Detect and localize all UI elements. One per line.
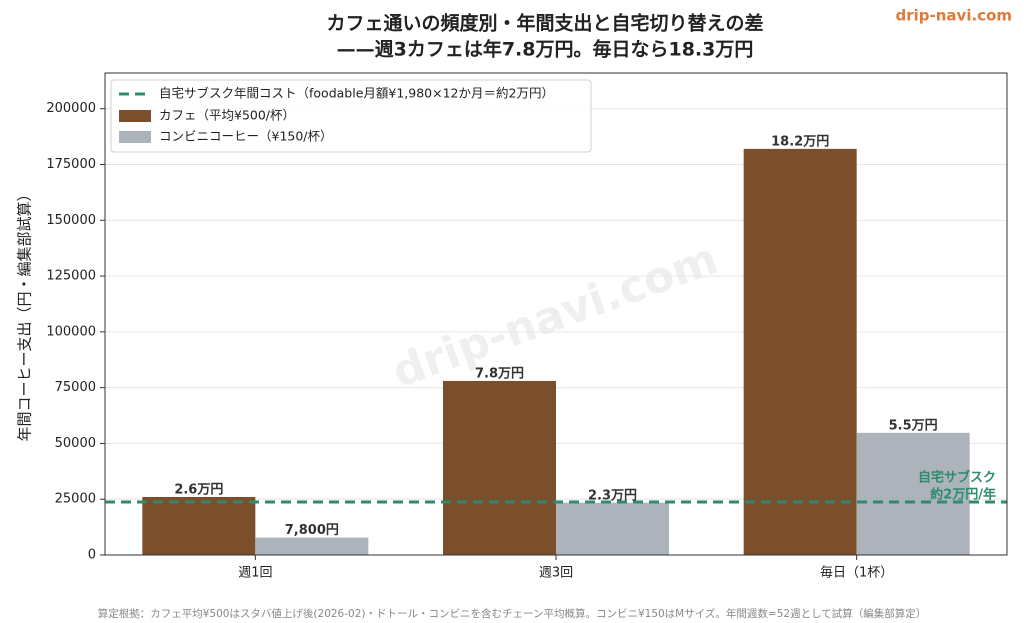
value-label: 7.8万円 — [475, 366, 524, 381]
y-tick-label: 100000 — [46, 324, 96, 339]
legend-swatch — [119, 131, 151, 143]
value-label: 2.6万円 — [174, 482, 223, 497]
reference-annotation: 自宅サブスク — [918, 470, 996, 486]
y-tick-label: 125000 — [46, 269, 96, 284]
y-tick-label: 175000 — [46, 157, 96, 172]
value-label: 5.5万円 — [889, 418, 938, 433]
legend-label: コンビニコーヒー（¥150/杯） — [159, 129, 333, 144]
watermark: drip-navi.com — [386, 233, 725, 398]
y-tick-label: 200000 — [46, 101, 96, 116]
plot-frame — [104, 72, 1008, 556]
reference-annotation: 約2万円/年 — [930, 487, 996, 503]
bar — [556, 502, 669, 555]
y-tick-label: 150000 — [46, 213, 96, 228]
x-tick-label: 週3回 — [539, 566, 573, 581]
brand: drip-navi.com — [896, 7, 1012, 25]
bar — [255, 537, 369, 555]
bar — [743, 148, 857, 556]
footnote: 算定根拠：カフェ平均¥500はスタバ値上げ後(2026-02)・ドトール・コンビ… — [98, 607, 927, 620]
y-axis-label: 年間コーヒー支出（円・編集部試算） — [16, 186, 34, 441]
y-tick-label: 25000 — [55, 492, 96, 507]
chart-title: カフェ通いの頻度別・年間支出と自宅切り替えの差 — [326, 12, 763, 35]
value-label: 7,800円 — [285, 523, 339, 538]
x-tick-label: 毎日（1杯） — [820, 565, 893, 581]
legend-swatch — [119, 110, 151, 122]
value-label: 18.2万円 — [771, 134, 829, 149]
y-tick-label: 75000 — [55, 380, 96, 395]
y-tick-label: 0 — [88, 548, 96, 563]
chart-subtitle: ——週3カフェは年7.8万円。毎日なら18.3万円 — [337, 38, 754, 61]
value-label: 2.3万円 — [588, 488, 637, 503]
x-tick-label: 週1回 — [238, 566, 272, 581]
legend-box — [110, 79, 592, 153]
bar — [856, 432, 970, 555]
bar — [142, 496, 256, 555]
legend-label: カフェ（平均¥500/杯） — [159, 108, 295, 123]
bar — [443, 380, 556, 555]
legend-label: 自宅サブスク年間コスト（foodable月額¥1,980×12か月＝約2万円） — [159, 86, 554, 101]
y-tick-label: 50000 — [55, 436, 96, 451]
